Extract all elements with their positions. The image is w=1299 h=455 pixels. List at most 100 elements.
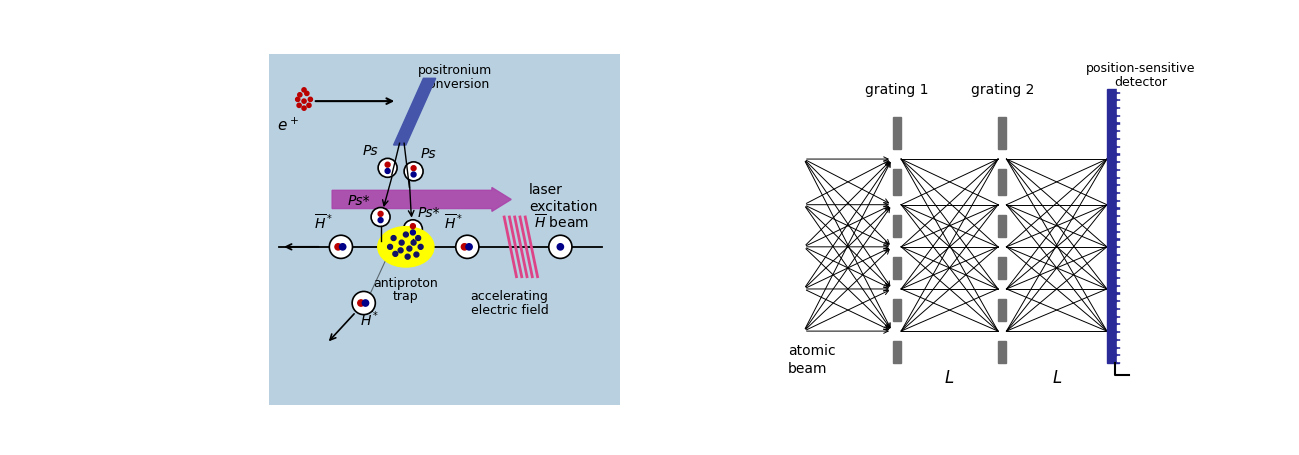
- Bar: [1117, 233, 1124, 238]
- Bar: [892, 299, 902, 322]
- Text: Ps: Ps: [421, 147, 436, 161]
- Circle shape: [416, 236, 421, 241]
- Bar: [1117, 179, 1124, 184]
- Circle shape: [330, 236, 352, 259]
- Circle shape: [372, 208, 390, 227]
- Circle shape: [352, 292, 375, 315]
- Bar: [892, 341, 902, 363]
- Circle shape: [305, 92, 309, 96]
- Circle shape: [301, 89, 307, 93]
- Circle shape: [410, 224, 416, 229]
- Bar: [1117, 202, 1124, 207]
- Bar: [1117, 295, 1124, 299]
- Text: trap: trap: [394, 289, 418, 302]
- Bar: [1117, 164, 1124, 168]
- Circle shape: [404, 233, 408, 238]
- Circle shape: [557, 244, 564, 250]
- Text: $\overline{H}$ beam: $\overline{H}$ beam: [534, 213, 588, 231]
- Bar: [1117, 156, 1124, 161]
- Circle shape: [404, 220, 422, 239]
- Bar: [998, 118, 1007, 150]
- Bar: [1117, 272, 1124, 276]
- Text: $\overline{H}^*$: $\overline{H}^*$: [360, 309, 378, 328]
- Circle shape: [387, 245, 392, 250]
- Text: excitation: excitation: [529, 200, 598, 214]
- Bar: [1117, 257, 1124, 261]
- Circle shape: [399, 241, 404, 246]
- Text: $L$: $L$: [944, 368, 955, 386]
- Circle shape: [404, 162, 423, 182]
- Bar: [1117, 102, 1124, 107]
- Bar: [1117, 87, 1124, 91]
- Text: beam: beam: [788, 361, 827, 375]
- Text: antiproton: antiproton: [374, 277, 438, 289]
- Bar: [1117, 187, 1124, 192]
- Circle shape: [301, 100, 307, 104]
- Circle shape: [308, 98, 313, 102]
- Bar: [892, 170, 902, 196]
- Bar: [1117, 249, 1124, 253]
- Bar: [1117, 133, 1124, 137]
- Circle shape: [301, 107, 307, 111]
- Circle shape: [410, 241, 416, 246]
- Circle shape: [378, 218, 383, 223]
- Circle shape: [297, 93, 301, 98]
- Circle shape: [410, 172, 416, 177]
- Text: positronium: positronium: [418, 64, 492, 77]
- Bar: [1117, 95, 1124, 99]
- Bar: [1117, 118, 1124, 122]
- Bar: [1117, 141, 1124, 145]
- Bar: [892, 215, 902, 238]
- Bar: [1117, 218, 1124, 222]
- Text: position-sensitive: position-sensitive: [1086, 62, 1195, 75]
- Text: Ps*: Ps*: [417, 206, 440, 219]
- Circle shape: [466, 244, 473, 250]
- Circle shape: [461, 244, 468, 250]
- Text: laser: laser: [529, 182, 562, 197]
- Circle shape: [296, 98, 300, 102]
- Text: $\overline{H}^*$: $\overline{H}^*$: [314, 212, 333, 231]
- Ellipse shape: [378, 227, 434, 268]
- Bar: [998, 299, 1007, 322]
- Bar: [1107, 90, 1120, 363]
- Bar: [1117, 287, 1124, 292]
- Circle shape: [335, 244, 342, 250]
- Text: $e^+$: $e^+$: [277, 116, 299, 133]
- Bar: [1117, 341, 1124, 346]
- Circle shape: [418, 245, 423, 250]
- FancyArrow shape: [333, 188, 512, 212]
- Polygon shape: [394, 79, 435, 146]
- Text: atomic: atomic: [788, 344, 835, 358]
- Circle shape: [362, 300, 369, 307]
- Text: electric field: electric field: [470, 303, 548, 316]
- Bar: [1117, 210, 1124, 215]
- Text: $\overline{H}^*$: $\overline{H}^*$: [444, 212, 462, 231]
- Bar: [1117, 110, 1124, 115]
- Bar: [1117, 310, 1124, 315]
- Circle shape: [385, 163, 390, 168]
- Circle shape: [407, 247, 412, 252]
- Circle shape: [391, 236, 396, 241]
- Circle shape: [297, 104, 301, 108]
- Circle shape: [414, 253, 418, 258]
- Text: Ps: Ps: [362, 143, 378, 157]
- Bar: [1117, 279, 1124, 284]
- Bar: [1117, 126, 1124, 130]
- Bar: [892, 118, 902, 150]
- Bar: [1117, 195, 1124, 199]
- Text: grating 2: grating 2: [970, 83, 1034, 96]
- Circle shape: [456, 236, 479, 259]
- Text: conversion: conversion: [421, 78, 490, 91]
- Circle shape: [405, 255, 410, 259]
- Bar: [1117, 241, 1124, 246]
- Circle shape: [378, 159, 397, 178]
- Circle shape: [410, 167, 416, 171]
- Circle shape: [339, 244, 346, 250]
- Circle shape: [548, 236, 572, 259]
- Bar: [998, 215, 1007, 238]
- Bar: [892, 257, 902, 279]
- Text: Ps*: Ps*: [347, 193, 370, 207]
- Bar: [1117, 349, 1124, 354]
- Text: detector: detector: [1115, 76, 1168, 89]
- Bar: [1117, 334, 1124, 338]
